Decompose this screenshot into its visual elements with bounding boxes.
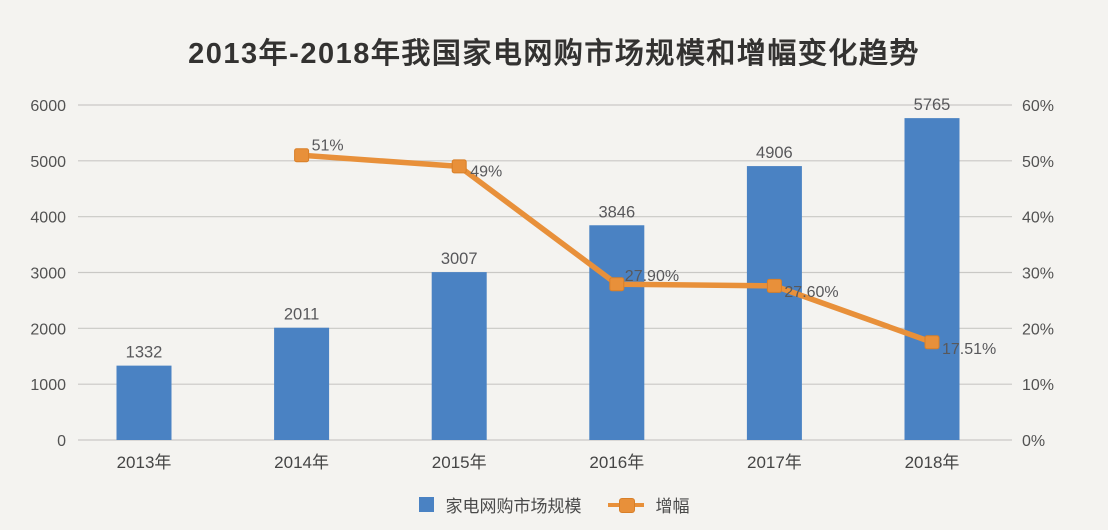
line-value-label: 27.90% <box>625 268 679 285</box>
line-marker <box>924 335 940 350</box>
line-value-label: 17.51% <box>942 341 996 358</box>
x-axis-label: 2016年 <box>589 453 644 472</box>
right-axis-tick-label: 20% <box>1022 321 1054 338</box>
bar <box>116 365 172 440</box>
legend-bar-series-label: 家电网购市场规模 <box>445 497 582 516</box>
line-marker <box>451 159 467 174</box>
x-axis-label: 2015年 <box>432 453 487 472</box>
left-axis-tick-label: 1000 <box>30 377 66 394</box>
line-marker <box>766 278 782 293</box>
right-axis-tick-label: 40% <box>1022 210 1054 227</box>
right-axis-tick-label: 60% <box>1022 98 1054 115</box>
right-axis-tick-label: 50% <box>1022 154 1054 171</box>
left-axis-tick-label: 2000 <box>30 321 66 338</box>
left-axis-tick-label: 5000 <box>30 154 66 171</box>
right-axis-tick-label: 0% <box>1022 433 1045 450</box>
bar-value-label: 5765 <box>914 96 951 114</box>
x-axis-label: 2017年 <box>747 453 802 472</box>
bar <box>431 272 487 440</box>
legend-line-marker <box>618 498 635 513</box>
x-axis-label: 2013年 <box>117 453 172 472</box>
bar <box>274 327 330 440</box>
right-axis-tick-label: 10% <box>1022 377 1054 394</box>
line-value-label: 49% <box>470 163 502 180</box>
left-axis-tick-label: 6000 <box>30 98 66 115</box>
right-axis-tick-label: 30% <box>1022 266 1054 283</box>
bar-value-label: 4906 <box>756 144 793 162</box>
bar <box>904 118 960 440</box>
legend-line-swatch-icon <box>607 497 644 513</box>
x-axis-label: 2014年 <box>274 453 329 472</box>
line-value-label: 51% <box>312 137 344 154</box>
left-axis-tick-label: 4000 <box>30 210 66 227</box>
bar-value-label: 3846 <box>598 203 635 221</box>
legend-line-series-label: 增幅 <box>655 497 690 516</box>
line-value-label: 27.60% <box>784 284 838 301</box>
chart-legend: 家电网购市场规模 增幅 <box>0 492 1108 517</box>
x-axis-label: 2018年 <box>905 453 960 472</box>
bar-value-label: 2011 <box>284 306 319 324</box>
bar <box>589 225 645 440</box>
bar-value-label: 3007 <box>441 250 478 268</box>
bar-value-label: 1332 <box>126 344 163 362</box>
chart-title: 2013年-2018年我国家电网购市场规模和增幅变化趋势 <box>188 38 920 70</box>
legend-bar-swatch-icon <box>418 497 434 512</box>
left-axis-tick-label: 3000 <box>30 266 66 283</box>
left-axis-tick-label: 0 <box>57 433 66 450</box>
bar <box>746 166 802 440</box>
line-marker <box>294 148 310 163</box>
line-marker <box>609 277 625 292</box>
